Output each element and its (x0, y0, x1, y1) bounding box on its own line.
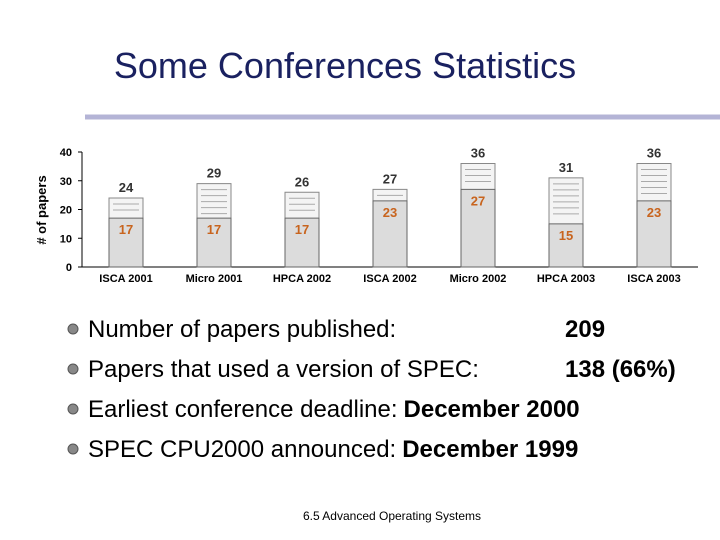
bullet-text: Earliest conference deadline: December 20… (88, 396, 580, 423)
total-label: 27 (383, 171, 397, 186)
bullet-text: SPEC CPU2000 announced: December 1999 (88, 436, 578, 463)
bullet-dot (67, 323, 79, 335)
bullet-value: 138 (66%) (565, 356, 676, 383)
spec-bar (636, 200, 672, 268)
bullet-text: Papers that used a version of SPEC: 138 (… (88, 356, 676, 383)
bullet-dot (67, 363, 79, 375)
y-axis-title: # of papers (34, 175, 49, 244)
spec-label: 27 (471, 193, 485, 208)
x-tick-label: ISCA 2002 (363, 273, 416, 285)
x-tick-label: Micro 2002 (450, 273, 507, 285)
x-tick-label: Micro 2001 (186, 273, 243, 285)
bullet-label: Papers that used a version of SPEC: (88, 356, 479, 383)
spec-bar (372, 200, 408, 268)
chart: 0 10 20 30 40 24 17 ISCA 2001 29 17 Micro 2001 26 17… (60, 146, 698, 285)
spec-bar (548, 223, 584, 268)
spec-label: 23 (383, 205, 397, 220)
x-tick-label: HPCA 2002 (273, 273, 331, 285)
spec-label: 17 (119, 222, 133, 237)
bullet-label: Earliest conference deadline: (88, 396, 398, 423)
y-tick-label: 10 (60, 233, 72, 245)
total-label: 24 (119, 180, 134, 195)
y-tick-label: 0 (66, 262, 72, 274)
bullet-label: Number of papers published: (88, 316, 396, 343)
spec-bar (460, 188, 496, 268)
spec-label: 23 (647, 205, 661, 220)
spec-label: 15 (559, 228, 573, 243)
y-tick-label: 30 (60, 176, 72, 188)
bullet-value: December 1999 (402, 436, 578, 463)
total-label: 26 (295, 174, 309, 189)
bullet-label: SPEC CPU2000 announced: (88, 436, 396, 463)
slide-title: Some Conferences Statistics (114, 45, 576, 86)
bullet-value: 209 (565, 316, 605, 343)
total-label: 31 (559, 160, 573, 175)
x-tick-label: ISCA 2001 (99, 273, 152, 285)
total-label: 36 (471, 146, 485, 161)
spec-label: 17 (207, 222, 221, 237)
y-tick-label: 40 (60, 147, 72, 159)
bullet-text: Number of papers published: 209 (88, 316, 605, 343)
bullet-value: December 2000 (404, 396, 580, 423)
spec-bar (108, 217, 144, 268)
total-label: 36 (647, 146, 661, 161)
y-tick-label: 20 (60, 205, 72, 217)
footer: 6.5 Advanced Operating Systems (303, 509, 481, 523)
x-tick-label: ISCA 2003 (627, 273, 680, 285)
spec-label: 17 (295, 222, 309, 237)
x-tick-label: HPCA 2003 (537, 273, 595, 285)
total-label: 29 (207, 166, 221, 181)
spec-bar (196, 217, 232, 268)
bullet-dot (67, 443, 79, 455)
bullet-dot (67, 403, 79, 415)
bullet-list: Number of papers published: 209 Papers tha… (67, 316, 676, 463)
spec-bar (284, 217, 320, 268)
